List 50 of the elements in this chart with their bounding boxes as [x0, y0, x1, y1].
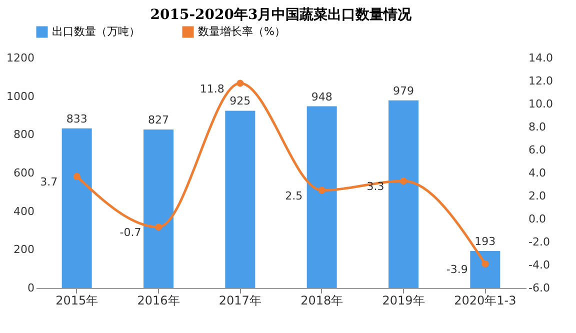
y-tick-label: 0 — [28, 282, 34, 294]
x-tick-label: 2019年 — [382, 294, 425, 308]
data-label: 11.8 — [200, 82, 224, 96]
y2-tick-label: 8.0 — [528, 120, 546, 134]
point — [236, 80, 244, 87]
y-tick-label: 800 — [14, 128, 34, 142]
bar — [470, 251, 500, 288]
x-tick-label: 2020年1-3 — [454, 294, 516, 308]
data-label: 827 — [148, 113, 169, 126]
y-tick-label: 600 — [14, 166, 34, 180]
chart-title: 2015-2020年3月中国蔬菜出口数量情况 — [150, 7, 413, 23]
y-tick-label: 1200 — [6, 52, 34, 64]
data-label: 979 — [393, 84, 414, 98]
data-label: 2.5 — [285, 189, 303, 202]
x-tick-label: 2017年 — [218, 294, 262, 308]
bar — [388, 100, 418, 288]
data-label: 3.7 — [40, 175, 58, 188]
y-tick-label: 400 — [14, 204, 34, 218]
y2-tick-label: 6.0 — [528, 144, 546, 156]
data-label: 948 — [311, 90, 332, 104]
y2-tick-label: -2.0 — [528, 236, 550, 248]
x-tick-label: 2015年 — [56, 294, 98, 308]
y-tick-label: 200 — [14, 243, 34, 256]
data-label: -0.7 — [120, 226, 142, 240]
point — [400, 178, 408, 185]
y2-tick-label: 12.0 — [528, 74, 553, 88]
y2-tick-label: -4.0 — [528, 258, 550, 272]
y2-tick-label: -6.0 — [528, 282, 550, 294]
data-label: 193 — [474, 235, 496, 248]
point — [318, 186, 326, 194]
bar — [225, 110, 256, 288]
data-label: 925 — [230, 94, 251, 108]
y2-tick-label: 0.0 — [528, 212, 546, 226]
y2-tick-label: 10.0 — [528, 98, 553, 110]
x-tick-label: 2016年 — [137, 294, 180, 308]
y-tick-label: 1000 — [6, 90, 34, 103]
point — [154, 224, 162, 231]
legend-label: 数量增长率（%） — [198, 25, 286, 38]
bar — [144, 129, 174, 288]
data-label: 833 — [66, 112, 88, 126]
bar — [306, 106, 337, 288]
y2-tick-label: 2.0 — [528, 190, 546, 202]
legend-label: 出口数量（万吨） — [52, 25, 140, 38]
data-label: -3.9 — [446, 262, 468, 276]
point — [73, 172, 80, 180]
y2-tick-label: 4.0 — [528, 166, 546, 180]
point — [482, 260, 489, 268]
y2-tick-label: 14.0 — [528, 52, 553, 64]
x-tick-label: 2018年 — [300, 294, 344, 308]
bar — [62, 128, 92, 288]
